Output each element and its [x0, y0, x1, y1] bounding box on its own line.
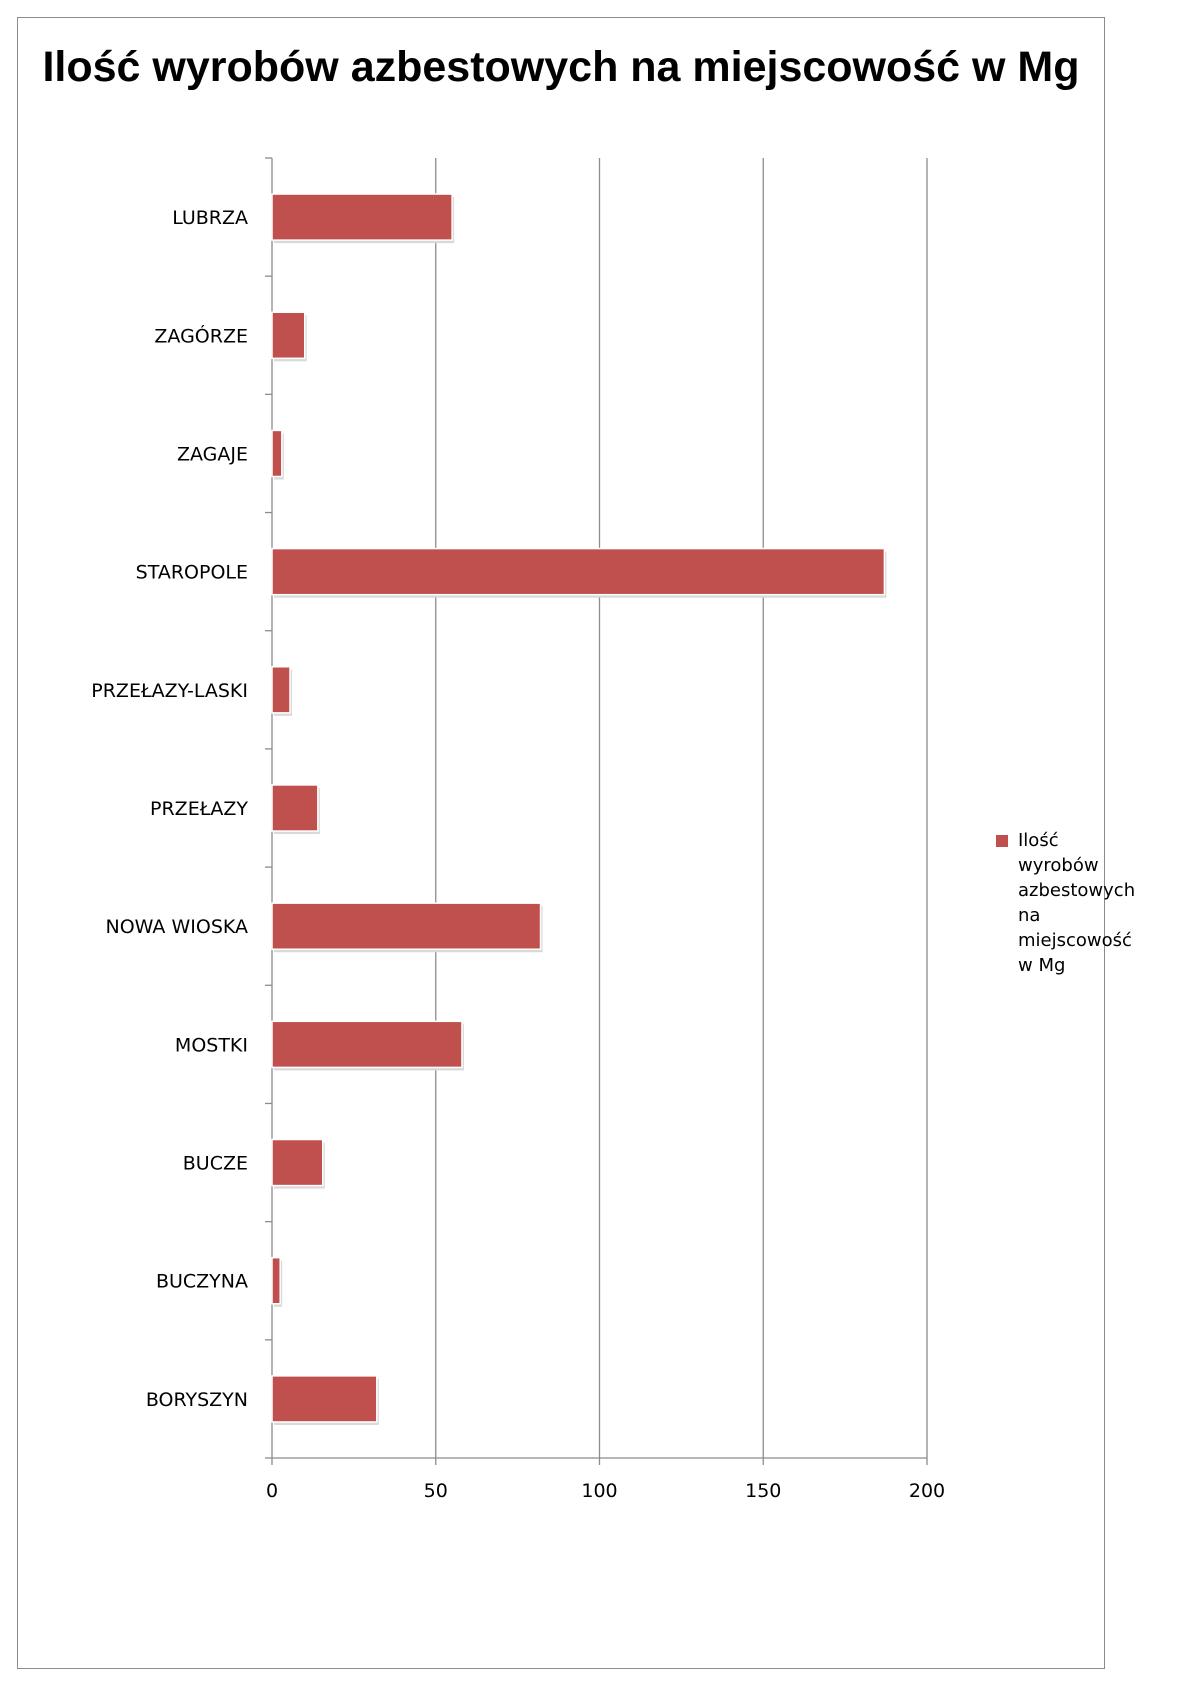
category-label: BUCZE: [183, 1153, 248, 1175]
category-label: NOWA WIOSKA: [106, 916, 248, 938]
bar: [271, 311, 306, 360]
category-label: ZAGAJE: [177, 443, 248, 465]
category-label: PRZEŁAZY-LASKI: [91, 680, 248, 702]
bar: [271, 1020, 463, 1069]
category-label: BORYSZYN: [146, 1389, 248, 1411]
x-tick-label: 200: [909, 1480, 945, 1502]
bar: [271, 902, 542, 950]
bar: [271, 1375, 378, 1423]
category-label: LUBRZA: [172, 207, 248, 229]
legend-swatch: [996, 835, 1008, 847]
axes: [265, 157, 928, 1465]
x-tick-label: 50: [424, 1480, 448, 1502]
category-label: PRZEŁAZY: [150, 798, 248, 820]
chart-frame: [17, 17, 1105, 1669]
legend-label: Ilość wyrobów azbestowych na miejscowość…: [1018, 830, 1136, 976]
x-tick-label: 100: [581, 1480, 617, 1502]
legend: Ilość wyrobów azbestowych na miejscowość…: [996, 828, 1135, 978]
bar: [271, 547, 886, 596]
bar: [271, 429, 283, 478]
chart-title: Ilość wyrobów azbestowych na miejscowość…: [42, 43, 1080, 91]
gridlines: [435, 158, 928, 1458]
category-label: ZAGÓRZE: [154, 323, 248, 347]
x-tick-label: 150: [745, 1480, 781, 1502]
category-label: MOSTKI: [175, 1034, 248, 1056]
bar: [271, 193, 453, 241]
x-tick-labels: 0 50 100 150 200: [266, 1480, 945, 1502]
category-labels: LUBRZA ZAGÓRZE ZAGAJE STAROPOLE PRZEŁAZY-LAS…: [91, 207, 248, 1411]
category-label: BUCZYNA: [156, 1271, 248, 1293]
bar: [271, 1138, 324, 1187]
bars: [271, 193, 887, 1425]
category-label: STAROPOLE: [136, 562, 248, 584]
bar: [271, 1256, 281, 1305]
bar: [271, 666, 291, 714]
bar: [271, 784, 319, 832]
x-tick-label: 0: [266, 1480, 278, 1502]
